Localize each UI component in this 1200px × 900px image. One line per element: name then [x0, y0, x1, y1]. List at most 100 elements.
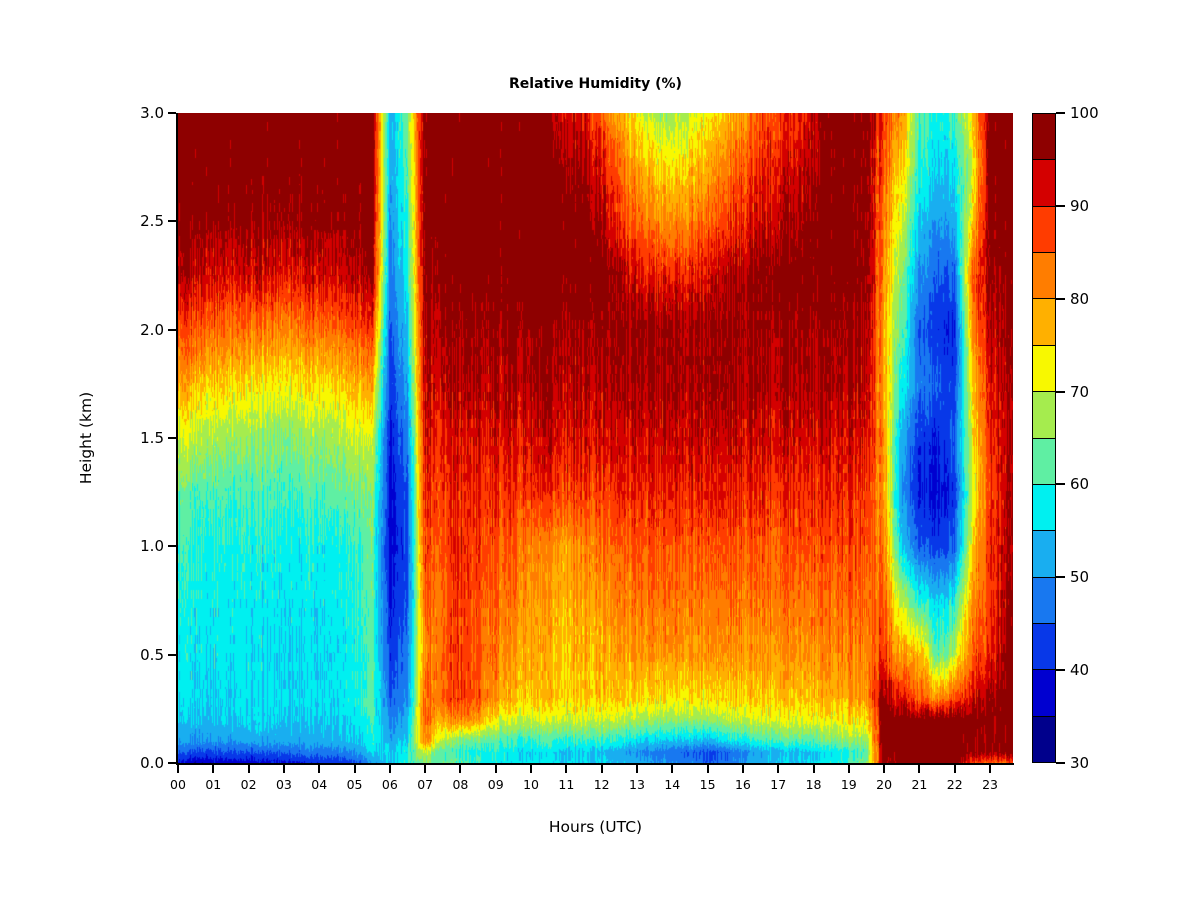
- colorbar-segment: [1033, 392, 1055, 439]
- x-tick-label: 14: [664, 777, 681, 792]
- x-tick-label: 22: [946, 777, 963, 792]
- x-tick: [847, 765, 850, 773]
- colorbar-tick: [1056, 576, 1065, 579]
- x-tick: [812, 765, 815, 773]
- x-tick: [353, 765, 356, 773]
- x-tick: [424, 765, 427, 773]
- heatmap-canvas: [178, 113, 1013, 763]
- colorbar-tick: [1056, 390, 1065, 393]
- x-tick-label: 00: [170, 777, 186, 792]
- colorbar-segment: [1033, 577, 1055, 624]
- y-axis-title: Height (km): [77, 391, 95, 485]
- colorbar: [1032, 113, 1056, 763]
- x-tick-label: 08: [452, 777, 469, 792]
- y-tick: [168, 653, 176, 656]
- y-tick: [168, 545, 176, 548]
- chart-title: Relative Humidity (%): [509, 76, 682, 92]
- y-tick-label: 2.0: [140, 320, 164, 339]
- colorbar-tick: [1056, 483, 1065, 486]
- x-tick-label: 10: [523, 777, 540, 792]
- colorbar-tick-label: 80: [1070, 289, 1090, 308]
- colorbar-segment: [1033, 206, 1055, 254]
- colorbar-tick: [1056, 297, 1065, 300]
- colorbar-tick: [1056, 204, 1065, 207]
- x-tick: [635, 765, 638, 773]
- x-tick-label: 07: [417, 777, 434, 792]
- colorbar-segment: [1033, 670, 1055, 717]
- colorbar-segment: [1033, 299, 1055, 346]
- x-tick: [741, 765, 744, 773]
- x-tick: [247, 765, 250, 773]
- x-tick-label: 23: [982, 777, 998, 792]
- colorbar-tick-label: 90: [1070, 196, 1090, 215]
- colorbar-tick: [1056, 669, 1065, 672]
- colorbar-segment: [1033, 623, 1055, 671]
- x-tick-label: 16: [734, 777, 751, 792]
- x-tick: [953, 765, 956, 773]
- x-tick: [777, 765, 780, 773]
- y-tick-label: 1.0: [140, 537, 164, 556]
- x-tick-label: 06: [381, 777, 398, 792]
- colorbar-tick-label: 40: [1070, 661, 1090, 680]
- x-tick: [212, 765, 215, 773]
- x-tick: [565, 765, 568, 773]
- x-tick: [918, 765, 921, 773]
- x-tick: [494, 765, 497, 773]
- x-tick-label: 12: [593, 777, 610, 792]
- colorbar-tick: [1056, 762, 1065, 764]
- y-axis-line: [176, 113, 178, 764]
- x-tick-label: 20: [876, 777, 893, 792]
- colorbar-segment: [1033, 716, 1055, 763]
- y-tick: [168, 762, 176, 764]
- x-tick-label: 19: [840, 777, 857, 792]
- colorbar-tick-label: 100: [1070, 104, 1099, 122]
- x-tick: [883, 765, 886, 773]
- x-tick-label: 09: [487, 777, 504, 792]
- colorbar-segment: [1033, 484, 1055, 532]
- x-tick: [388, 765, 391, 773]
- colorbar-tick: [1056, 112, 1065, 114]
- x-tick-label: 05: [346, 777, 363, 792]
- x-tick: [600, 765, 603, 773]
- y-tick-label: 0.5: [140, 645, 164, 664]
- colorbar-segment: [1033, 253, 1055, 300]
- x-tick: [671, 765, 674, 773]
- x-tick: [282, 765, 285, 773]
- x-tick-label: 18: [805, 777, 822, 792]
- x-tick-label: 21: [911, 777, 928, 792]
- x-tick-label: 02: [240, 777, 257, 792]
- colorbar-tick-label: 50: [1070, 568, 1090, 587]
- y-tick-label: 2.5: [140, 212, 164, 231]
- colorbar-segment: [1033, 531, 1055, 578]
- colorbar-tick-label: 30: [1070, 754, 1090, 772]
- x-tick: [530, 765, 533, 773]
- x-tick: [989, 765, 992, 773]
- x-tick-label: 03: [275, 777, 292, 792]
- colorbar-segment: [1033, 345, 1055, 393]
- x-axis-line: [176, 763, 1014, 765]
- x-tick-label: 11: [558, 777, 575, 792]
- colorbar-segment: [1033, 160, 1055, 207]
- x-axis-title: Hours (UTC): [548, 818, 643, 836]
- x-tick: [706, 765, 709, 773]
- colorbar-segment: [1033, 438, 1055, 485]
- x-tick: [459, 765, 462, 773]
- x-tick-label: 13: [629, 777, 645, 792]
- colorbar-tick-label: 60: [1070, 475, 1090, 494]
- x-tick-label: 04: [311, 777, 328, 792]
- x-tick: [318, 765, 321, 773]
- y-tick: [168, 437, 176, 439]
- y-tick-label: 3.0: [140, 104, 164, 122]
- colorbar-tick-label: 70: [1070, 382, 1090, 401]
- x-tick-label: 17: [770, 777, 787, 792]
- y-tick: [168, 328, 176, 331]
- y-tick: [168, 112, 176, 114]
- y-tick: [168, 220, 176, 223]
- y-tick-label: 0.0: [140, 754, 164, 772]
- y-tick-label: 1.5: [140, 429, 164, 447]
- x-tick: [177, 765, 179, 773]
- colorbar-segment: [1033, 114, 1055, 161]
- x-tick-label: 01: [205, 777, 222, 792]
- x-tick-label: 15: [699, 777, 716, 792]
